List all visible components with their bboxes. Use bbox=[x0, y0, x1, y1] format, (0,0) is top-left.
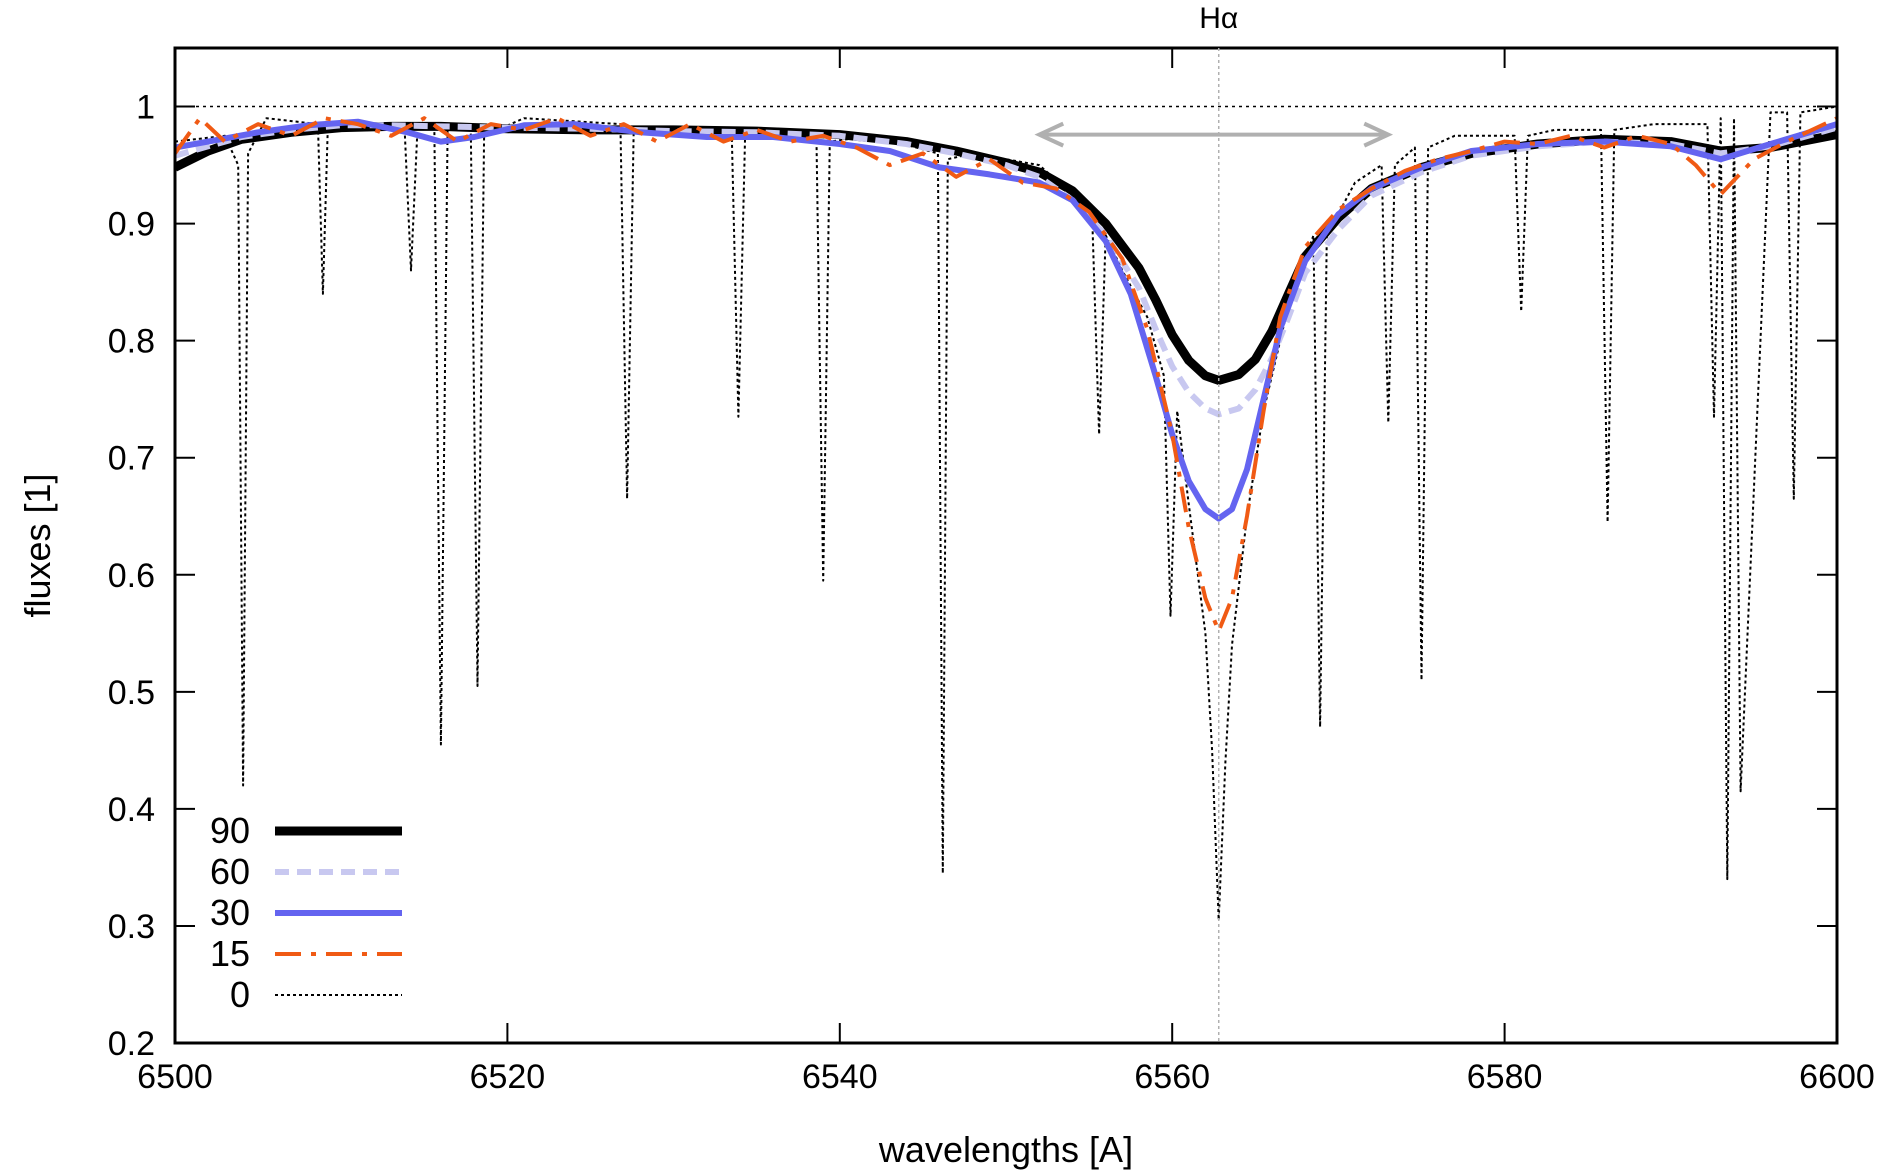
legend-label-0: 0 bbox=[230, 974, 250, 1015]
plot-frame bbox=[173, 46, 1839, 1045]
y-tick-label: 0.4 bbox=[108, 791, 155, 829]
axis-ticks: 6500 6520 6540 6560 6580 6600 0.2 0.3 0.4 0.5 0.6 0… bbox=[108, 48, 1875, 1096]
y-tick-label: 0.3 bbox=[108, 908, 155, 946]
y-tick-label: 0.6 bbox=[108, 557, 155, 595]
legend-label-15: 15 bbox=[210, 933, 250, 974]
y-tick-label: 0.2 bbox=[108, 1025, 155, 1063]
y-tick-label: 0.5 bbox=[108, 674, 155, 712]
y-tick-label: 1 bbox=[136, 89, 155, 127]
series-line-15 bbox=[175, 116, 1837, 633]
x-tick-label: 6500 bbox=[137, 1058, 213, 1096]
x-tick-label: 6600 bbox=[1799, 1058, 1875, 1096]
y-tick-label: 0.7 bbox=[108, 440, 155, 478]
x-tick-label: 6540 bbox=[802, 1058, 878, 1096]
x-tick-label: 6560 bbox=[1134, 1058, 1210, 1096]
y-axis-title: fluxes [1] bbox=[17, 473, 58, 617]
range-arrow-head-right bbox=[1363, 121, 1394, 148]
legend-label-60: 60 bbox=[210, 851, 250, 892]
x-tick-label: 6520 bbox=[470, 1058, 546, 1096]
y-tick-label: 0.9 bbox=[108, 206, 155, 244]
x-axis-title: wavelengths [A] bbox=[878, 1129, 1133, 1170]
series-line-60 bbox=[175, 122, 1837, 418]
legend-label-30: 30 bbox=[210, 892, 250, 933]
legend-label-90: 90 bbox=[210, 810, 250, 851]
h-alpha-annotation: Hα bbox=[175, 2, 1837, 1043]
plot-area bbox=[175, 105, 1837, 922]
series-line-30 bbox=[175, 118, 1837, 522]
x-tick-label: 6580 bbox=[1467, 1058, 1543, 1096]
y-tick-label: 0.8 bbox=[108, 323, 155, 361]
series-line-0 bbox=[175, 105, 1837, 922]
h-alpha-label: Hα bbox=[1199, 2, 1238, 35]
range-arrow-head-left bbox=[1034, 121, 1065, 148]
